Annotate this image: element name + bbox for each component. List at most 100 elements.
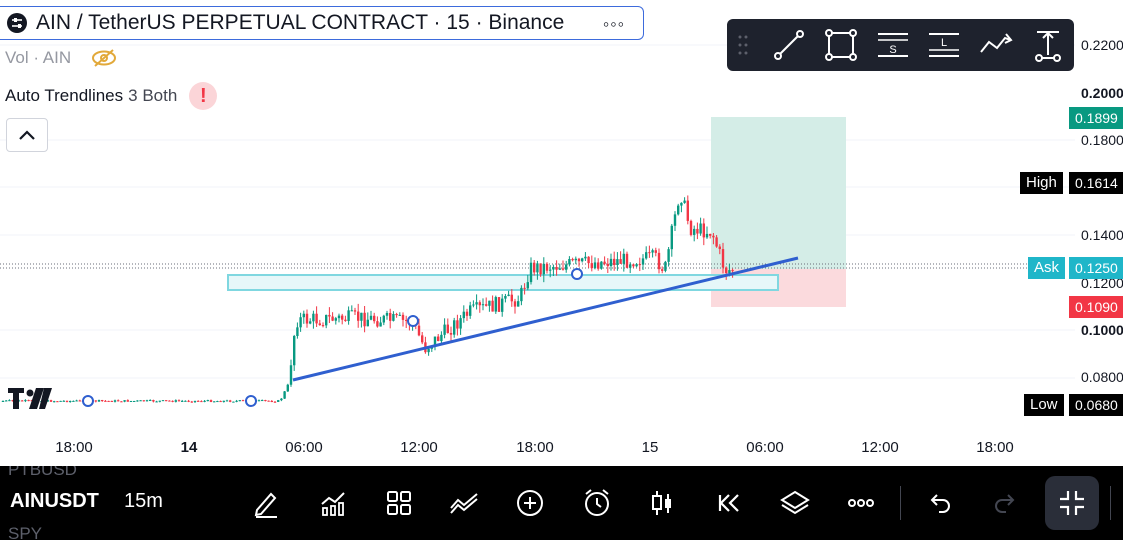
candle-body (229, 400, 232, 402)
more-icon (848, 499, 874, 507)
candle-body (110, 400, 113, 402)
candle-body (158, 400, 161, 402)
price-axis-label: 0.2200 (1081, 37, 1123, 53)
candle-body (635, 264, 638, 267)
candle-body (657, 252, 661, 270)
tradingview-logo-icon[interactable] (8, 388, 52, 410)
pivot-marker (407, 315, 419, 327)
candle-body (181, 400, 184, 402)
volume-legend[interactable]: Vol · AIN (5, 48, 117, 68)
interval-button[interactable]: 15m (124, 490, 163, 512)
candle-body (478, 302, 481, 306)
hidden-eye-icon[interactable] (91, 48, 117, 68)
indicators-button[interactable] (316, 486, 350, 520)
candle-body (286, 384, 289, 392)
candle-body (257, 400, 261, 402)
path-icon (980, 33, 1013, 53)
candle-body (565, 264, 568, 270)
candle-body (126, 400, 129, 402)
candle-body (27, 400, 30, 402)
candle-body (702, 223, 705, 238)
indicators-icon (321, 492, 345, 516)
alert-button[interactable] (580, 486, 614, 520)
candle-body (491, 300, 494, 312)
more-options-button[interactable]: ◦◦◦ (602, 14, 625, 34)
candle-body (273, 401, 277, 403)
candle-body (667, 249, 670, 262)
candle-body (593, 262, 597, 269)
candle-body (357, 311, 360, 321)
candle-body (353, 310, 357, 312)
trendlines-legend[interactable]: Auto Trendlines 3 Both ! (5, 82, 218, 110)
price-axis-label: 0.0800 (1081, 369, 1123, 385)
measure-tool[interactable] (1022, 23, 1074, 67)
candle-body (1, 400, 5, 402)
more-button[interactable] (844, 486, 878, 520)
candle-body (241, 400, 245, 402)
warning-icon[interactable]: ! (189, 82, 218, 110)
candle-body (520, 287, 523, 302)
candle-body (619, 259, 622, 264)
candle-body (488, 300, 491, 306)
layout-button[interactable] (382, 486, 416, 520)
replay-button[interactable] (712, 486, 746, 520)
candle-body (677, 205, 680, 215)
candle-body (590, 263, 593, 269)
drawing-toolbar[interactable]: S L (727, 19, 1074, 71)
candle-body (392, 313, 395, 321)
candle-body (510, 294, 513, 302)
candle-body (664, 261, 667, 271)
candle-body (261, 400, 264, 402)
candle-body (315, 313, 318, 324)
drag-handle-icon[interactable] (737, 33, 749, 57)
object-tree-button[interactable] (778, 486, 812, 520)
candle-body (289, 365, 293, 385)
redo-button[interactable] (989, 486, 1023, 520)
candle-body (213, 401, 216, 403)
candle-body (65, 400, 69, 402)
candle-body (603, 261, 606, 264)
price-chart[interactable] (0, 0, 1123, 466)
candle-body (376, 321, 379, 327)
candle-body (232, 401, 235, 403)
fullscreen-button[interactable] (1045, 476, 1099, 530)
candle-body (46, 400, 49, 402)
add-button[interactable] (513, 486, 547, 520)
chart-type-button[interactable] (645, 486, 679, 520)
candle-body (72, 400, 75, 402)
symbol-button[interactable]: AINUSDT (10, 490, 99, 512)
rectangle-tool[interactable] (815, 23, 867, 67)
candle-body (69, 400, 72, 402)
candle-body (129, 400, 133, 402)
candle-body (277, 400, 280, 402)
candle-body (443, 324, 446, 335)
candle-body (369, 315, 373, 320)
compare-button[interactable] (447, 486, 481, 520)
price-axis-label: 0.1000 (1081, 322, 1123, 338)
candle-body (177, 400, 181, 402)
candle-body (267, 400, 270, 402)
candle-body (75, 400, 78, 402)
collapse-legend-button[interactable] (6, 118, 48, 152)
candle-body (606, 263, 609, 267)
next-symbol-ghost[interactable]: SPY (8, 524, 43, 540)
candle-body (584, 256, 587, 259)
candle-body (187, 400, 190, 402)
long-position-tool[interactable]: L (919, 23, 971, 67)
undo-button[interactable] (922, 486, 956, 520)
short-position-tool[interactable]: S (867, 23, 919, 67)
path-tool[interactable] (970, 23, 1022, 67)
candle-body (94, 400, 97, 402)
candle-body (494, 297, 497, 312)
candle-body (337, 315, 341, 319)
price-axis-label: 0.2000 (1081, 85, 1123, 101)
previous-symbol-ghost[interactable]: PTBUSD (8, 466, 77, 479)
candle-body (59, 400, 62, 402)
candle-body (104, 400, 107, 402)
target-area (711, 117, 846, 269)
chart-area[interactable]: AIN / TetherUS PERPETUAL CONTRACT · 15 ·… (0, 0, 1123, 466)
drawing-tools-button[interactable] (249, 486, 283, 520)
symbol-title-bar[interactable]: AIN / TetherUS PERPETUAL CONTRACT · 15 ·… (0, 6, 644, 40)
chart-settings-icon[interactable] (6, 12, 28, 34)
trend-line-tool[interactable] (763, 23, 815, 67)
